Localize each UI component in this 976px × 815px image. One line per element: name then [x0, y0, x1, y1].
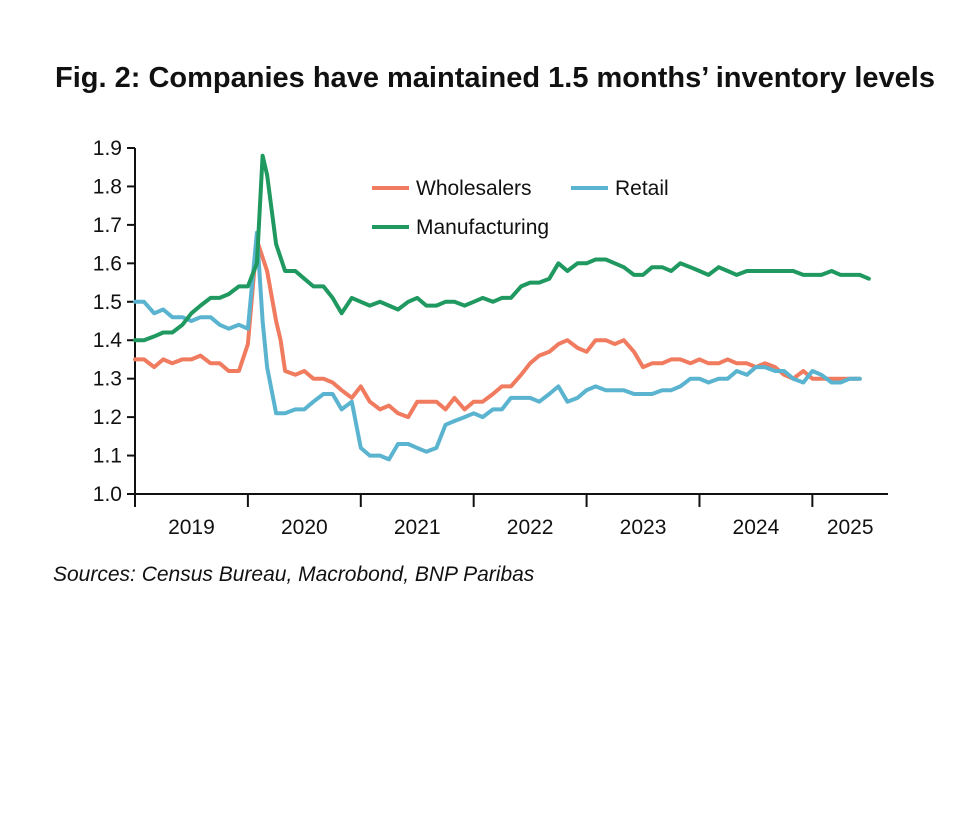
x-tick-label: 2025 [827, 516, 874, 539]
y-tick-label: 1.7 [93, 214, 122, 237]
x-tick-label: 2023 [620, 516, 667, 539]
series-group [133, 153, 871, 462]
y-tick-label: 1.9 [93, 137, 122, 160]
legend-label-wholesalers: Wholesalers [416, 177, 532, 200]
y-tick-label: 1.0 [93, 483, 122, 506]
legend-label-retail: Retail [615, 177, 669, 200]
x-tick-label: 2020 [281, 516, 328, 539]
source-note: Sources: Census Bureau, Macrobond, BNP P… [53, 563, 535, 586]
y-tick-label: 1.8 [93, 175, 122, 198]
x-tick-label: 2021 [394, 516, 441, 539]
x-tick-label: 2019 [168, 516, 215, 539]
legend-label-manufacturing: Manufacturing [416, 216, 549, 239]
x-axis: 2019 2020 2021 2022 2023 2024 2025 [134, 494, 874, 539]
legend: Wholesalers Retail Manufacturing [372, 177, 669, 239]
y-tick-label: 1.1 [93, 445, 122, 468]
chart-title: Fig. 2: Companies have maintained 1.5 mo… [55, 62, 935, 94]
y-axis: 1.0 1.1 1.2 1.3 1.4 1.5 1.6 1.7 1.8 1.9 [93, 137, 135, 506]
x-tick-label: 2022 [507, 516, 554, 539]
y-tick-label: 1.4 [93, 329, 123, 352]
series-line-manufacturing [133, 153, 871, 343]
y-tick-label: 1.2 [93, 406, 122, 429]
y-tick-label: 1.6 [93, 252, 122, 275]
x-tick-label: 2024 [733, 516, 780, 539]
y-tick-label: 1.3 [93, 368, 122, 391]
y-tick-label: 1.5 [93, 291, 122, 314]
series-line-retail [133, 230, 862, 462]
